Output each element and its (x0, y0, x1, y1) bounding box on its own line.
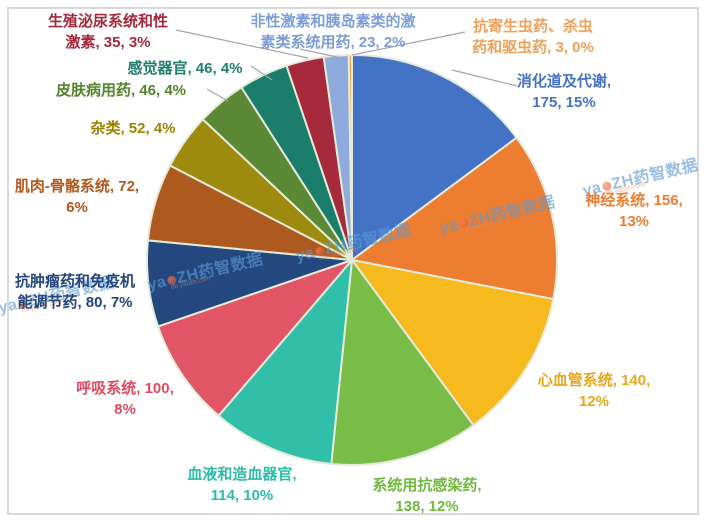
pie-label-musculoskeletal: 肌肉-骨骼系统, 72, 6% (15, 176, 139, 218)
pie-label-line: 6% (66, 199, 88, 216)
pie-label-line: 感觉器官, 46, 4% (127, 60, 243, 77)
pie-slice-cardiovascular (351, 259, 555, 427)
pie-label-line: 素类系统用药, 23, 2% (260, 34, 406, 51)
pie-label-line: 非性激素和胰岛素类的激 (250, 13, 416, 30)
pie-label-sensory-organs: 感觉器官, 46, 4% (127, 58, 242, 79)
pie-label-antiparasitic: 抗寄生虫药、杀虫 药和驱虫药, 3, 0% (472, 16, 594, 58)
pie-label-dermatologicals: 皮肤病用药, 46, 4% (56, 80, 186, 101)
leader-line-antiparasitic (351, 31, 466, 56)
pie-label-line: 12% (578, 393, 610, 410)
pie-label-line: 175, 15% (532, 94, 596, 111)
pie-label-line: 神经系统, 156, (585, 192, 683, 209)
pie-slice-antiparasitic (347, 54, 353, 261)
pie-label-line: 杂类, 52, 4% (90, 120, 176, 137)
pie-label-line: 呼吸系统, 100, (76, 380, 174, 397)
pie-label-line: 生殖泌尿系统和性 (47, 13, 169, 30)
pie-label-line: 肌肉-骨骼系统, 72, (14, 178, 140, 195)
pie-label-line: 138, 12% (395, 498, 459, 515)
pie-label-systemic-anti-infectives: 系统用抗感染药, 138, 12% (372, 475, 481, 517)
pie-label-cardiovascular: 心血管系统, 140, 12% (538, 370, 651, 412)
pie-label-antineoplastic-immunomodulating: 抗肿瘤药和免疫机 能调节药, 80, 7% (15, 271, 135, 313)
pie-label-line: 抗寄生虫药、杀虫 (472, 18, 594, 35)
pie-label-line: 13% (618, 213, 650, 230)
pie-label-line: 药和驱虫药, 3, 0% (472, 39, 594, 56)
pie-label-systemic-hormones: 非性激素和胰岛素类的激 素类系统用药, 23, 2% (250, 11, 415, 53)
pie-slice-respiratory (157, 259, 353, 417)
leader-line-digestive-metabolism (451, 69, 518, 87)
leader-line-dermatologicals (206, 88, 229, 102)
pie-label-respiratory: 呼吸系统, 100, 8% (76, 378, 174, 420)
pie-slice-blood-forming-organs (217, 259, 353, 465)
leader-line-sensory-organs (250, 65, 273, 81)
pie-label-line: 8% (114, 401, 136, 418)
pie-label-line: 血液和造血器官, (187, 466, 297, 483)
pie-slice-digestive-metabolism (351, 54, 518, 261)
pie-label-blood-forming-organs: 血液和造血器官, 114, 10% (187, 464, 296, 506)
pie-label-genitourinary-sex-hormones: 生殖泌尿系统和性 激素, 35, 3% (48, 11, 168, 53)
pie-label-miscellaneous: 杂类, 52, 4% (90, 118, 175, 139)
pie-label-line: 心血管系统, 140, (537, 372, 651, 389)
pie-label-digestive-metabolism: 消化道及代谢, 175, 15% (517, 71, 611, 113)
pie-label-line: 消化道及代谢, (516, 73, 612, 90)
pie-label-line: 皮肤病用药, 46, 4% (55, 82, 187, 99)
pie-label-line: 能调节药, 80, 7% (17, 294, 133, 311)
leader-line-systemic-hormones (299, 48, 338, 58)
leader-line-genitourinary-sex-hormones (175, 29, 309, 59)
pie-slice-systemic-anti-infectives (330, 259, 475, 466)
pie-label-line: 激素, 35, 3% (65, 34, 151, 51)
pie-label-line: 系统用抗感染药, (372, 477, 482, 494)
pie-label-line: 114, 10% (210, 487, 274, 504)
pie-label-nervous-system: 神经系统, 156, 13% (585, 190, 683, 232)
pie-slice-nervous-system (351, 136, 558, 301)
pie-label-line: 抗肿瘤药和免疫机 (14, 273, 136, 290)
